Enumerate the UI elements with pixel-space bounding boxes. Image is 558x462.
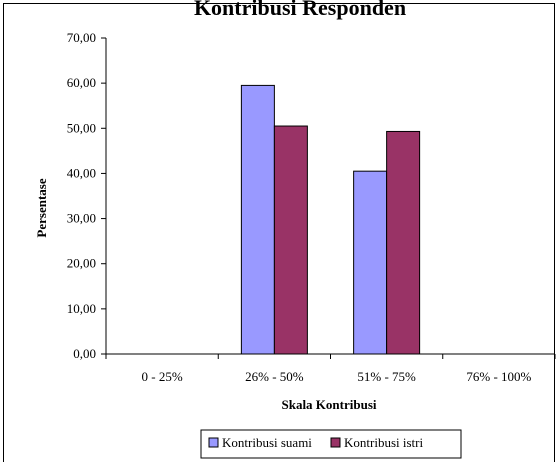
bar [240,84,275,355]
plot-area: 0,00 10,00 20,00 30,00 40,00 50,00 60,00 70,00 0… [67,30,556,384]
chart-title: Kontribusi Responden [194,0,406,20]
legend-entry: Kontribusi suami [222,435,312,450]
legend-swatch [208,437,219,448]
bar [273,125,308,355]
legend-swatch [330,437,341,448]
legend-box [200,429,462,459]
y-tick-label: 30,00 [67,211,96,226]
y-tick-label: 20,00 [67,256,96,271]
legend-entry: Kontribusi istri [344,435,423,450]
x-tick-label: 76% - 100% [466,369,531,384]
bar [386,130,421,355]
y-tick-label: 0,00 [73,346,96,361]
bar [353,170,388,355]
x-axis-title: Skala Kontribusi [281,397,376,412]
y-tick-label: 60,00 [67,75,96,90]
y-tick-label: 70,00 [67,30,96,45]
x-tick-label: 0 - 25% [142,369,183,384]
y-tick-label: 10,00 [67,301,96,316]
x-tick-label: 26% - 50% [245,369,304,384]
y-axis-title: Persentase [34,178,49,237]
x-tick-label: 51% - 75% [357,369,416,384]
y-tick-label: 50,00 [67,120,96,135]
legend: Kontribusi suami Kontribusi istri [200,429,462,459]
y-tick-label: 40,00 [67,165,96,180]
